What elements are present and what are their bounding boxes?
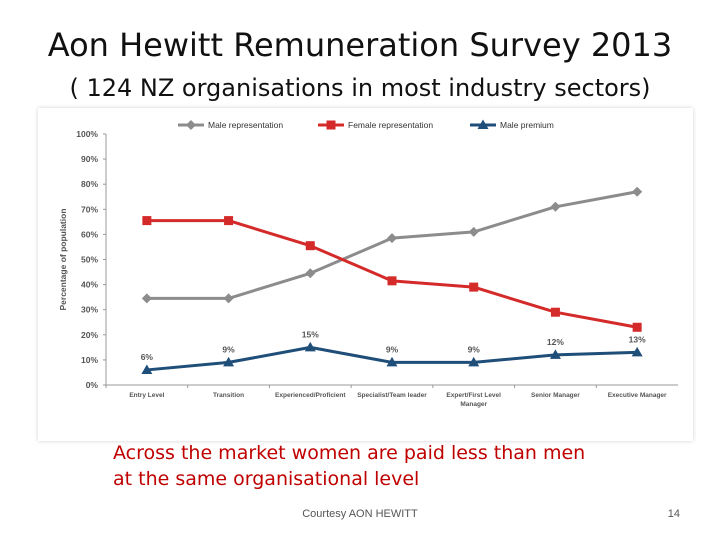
legend-item: Female representation: [318, 120, 433, 130]
line-chart: Male representation Female representation…: [58, 119, 678, 408]
triangle-marker: [386, 356, 398, 367]
legend-label: Male premium: [500, 120, 554, 130]
data-label: 12%: [547, 337, 564, 347]
caption-line-2: at the same organisational level: [113, 468, 420, 490]
legend-item: Male premium: [470, 119, 554, 130]
triangle-marker: [549, 349, 561, 359]
y-tick-label: 30%: [81, 305, 98, 315]
y-tick-label: 90%: [81, 154, 98, 164]
legend-item: Male representation: [178, 120, 283, 130]
series-male-representation: [141, 186, 643, 304]
y-tick-label: 100%: [76, 129, 98, 139]
triangle-marker: [223, 356, 235, 367]
y-tick-label: 70%: [81, 204, 98, 214]
legend-label: Female representation: [348, 120, 433, 130]
x-tick-label: Specialist/Team leader: [357, 392, 427, 399]
diamond-marker: [305, 268, 316, 279]
data-label: 9%: [468, 344, 481, 354]
caption: Across the market women are paid less th…: [113, 440, 673, 492]
triangle-marker: [631, 346, 643, 357]
y-axis: 0% 10% 20% 30% 40% 50% 60% 70% 80% 90% 100% Percent…: [58, 129, 107, 390]
y-tick-label: 80%: [81, 179, 98, 189]
diamond-marker: [223, 293, 234, 304]
data-labels: 6% 9% 15% 9% 9% 12% 13%: [141, 329, 646, 362]
y-tick-label: 0%: [86, 380, 99, 390]
data-label: 15%: [302, 329, 319, 339]
y-axis-title: Percentage of population: [58, 208, 68, 310]
triangle-marker: [304, 341, 316, 352]
page-number: 14: [667, 508, 680, 520]
square-marker: [632, 322, 642, 332]
x-tick-label: Manager: [460, 401, 487, 408]
x-tick-label: Entry Level: [129, 392, 164, 399]
chart-panel: Male representation Female representation…: [38, 108, 693, 441]
data-label: 9%: [386, 344, 399, 354]
data-label: 6%: [141, 352, 154, 362]
square-marker: [142, 216, 152, 226]
legend-label: Male representation: [208, 120, 283, 130]
triangle-marker: [141, 364, 153, 374]
series-female-representation: [142, 216, 642, 332]
diamond-marker: [632, 186, 643, 197]
square-marker: [469, 282, 479, 292]
y-tick-label: 40%: [81, 280, 98, 290]
square-marker: [224, 216, 234, 226]
data-label: 9%: [222, 344, 235, 354]
triangle-marker: [468, 356, 480, 367]
data-label: 13%: [629, 334, 646, 344]
credit-text: Courtesy AON HEWITT: [302, 508, 418, 520]
x-tick-label: Executive Manager: [608, 392, 667, 399]
square-marker: [387, 276, 397, 286]
slide-subtitle: ( 124 NZ organisations in most industry …: [69, 74, 651, 102]
diamond-marker: [141, 293, 152, 304]
x-axis: Entry Level Transition Experienced/Profici…: [105, 384, 678, 408]
x-tick-label: Transition: [213, 392, 244, 399]
x-tick-label: Experienced/Proficient: [275, 392, 346, 399]
diamond-marker: [387, 233, 397, 244]
chart-series: [141, 186, 643, 374]
chart-legend: Male representation Female representation…: [178, 119, 554, 130]
diamond-marker: [468, 226, 479, 237]
square-marker: [326, 120, 336, 130]
square-marker: [305, 241, 315, 251]
diamond-marker: [186, 120, 196, 130]
y-tick-label: 10%: [81, 355, 98, 365]
y-tick-label: 20%: [81, 330, 98, 340]
diamond-marker: [550, 201, 561, 212]
series-male-premium: [141, 341, 643, 374]
y-tick-label: 50%: [81, 255, 98, 265]
square-marker: [550, 307, 560, 317]
x-tick-label: Expert/First Level: [446, 392, 501, 399]
y-tick-label: 60%: [81, 229, 98, 239]
slide-title: Aon Hewitt Remuneration Survey 2013: [47, 26, 673, 64]
triangle-marker: [477, 119, 489, 129]
x-tick-label: Senior Manager: [531, 392, 580, 399]
caption-line-1: Across the market women are paid less th…: [113, 442, 586, 464]
